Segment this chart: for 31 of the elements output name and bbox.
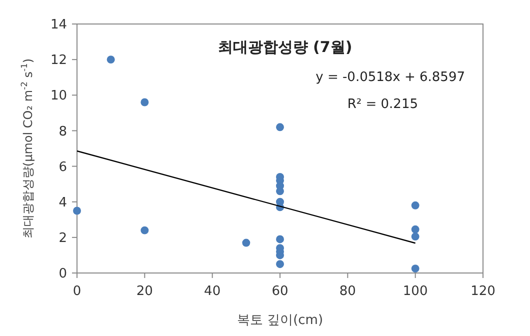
annotation: y = -0.0518x + 6.8597 bbox=[316, 70, 465, 85]
point bbox=[276, 123, 284, 132]
y-tick-label: 0 bbox=[58, 266, 67, 282]
y-tick-label: 12 bbox=[50, 53, 67, 68]
annotation: R² = 0.215 bbox=[347, 97, 418, 112]
x-tick-label: 20 bbox=[136, 284, 153, 299]
x-tick-label: 80 bbox=[339, 284, 356, 299]
y-tick-label: 10 bbox=[50, 88, 67, 104]
point bbox=[140, 98, 149, 106]
point bbox=[73, 206, 81, 215]
y-tick-label: 4 bbox=[58, 195, 67, 210]
x-tick-label: 40 bbox=[204, 284, 221, 299]
y-tick-label: 2 bbox=[58, 230, 67, 246]
y-tick-label: 14 bbox=[50, 18, 67, 33]
point bbox=[411, 201, 420, 210]
x-tick-label: 0 bbox=[72, 284, 82, 299]
y-tick-label: 8 bbox=[58, 124, 67, 140]
x-tick-label: 60 bbox=[272, 284, 288, 299]
point bbox=[242, 238, 250, 247]
x-axis-title: 복토 깊이(cm) bbox=[236, 313, 324, 328]
point bbox=[276, 235, 284, 244]
text: 최대광합성량 (7월) bbox=[218, 38, 352, 56]
point bbox=[411, 264, 420, 273]
point bbox=[140, 226, 149, 234]
point bbox=[106, 56, 115, 64]
point bbox=[411, 232, 420, 241]
x-tick-label: 120 bbox=[470, 284, 496, 299]
point bbox=[411, 225, 420, 234]
point bbox=[276, 260, 284, 268]
x-tick-label: 100 bbox=[402, 284, 428, 299]
y-tick-label: 6 bbox=[58, 160, 67, 175]
